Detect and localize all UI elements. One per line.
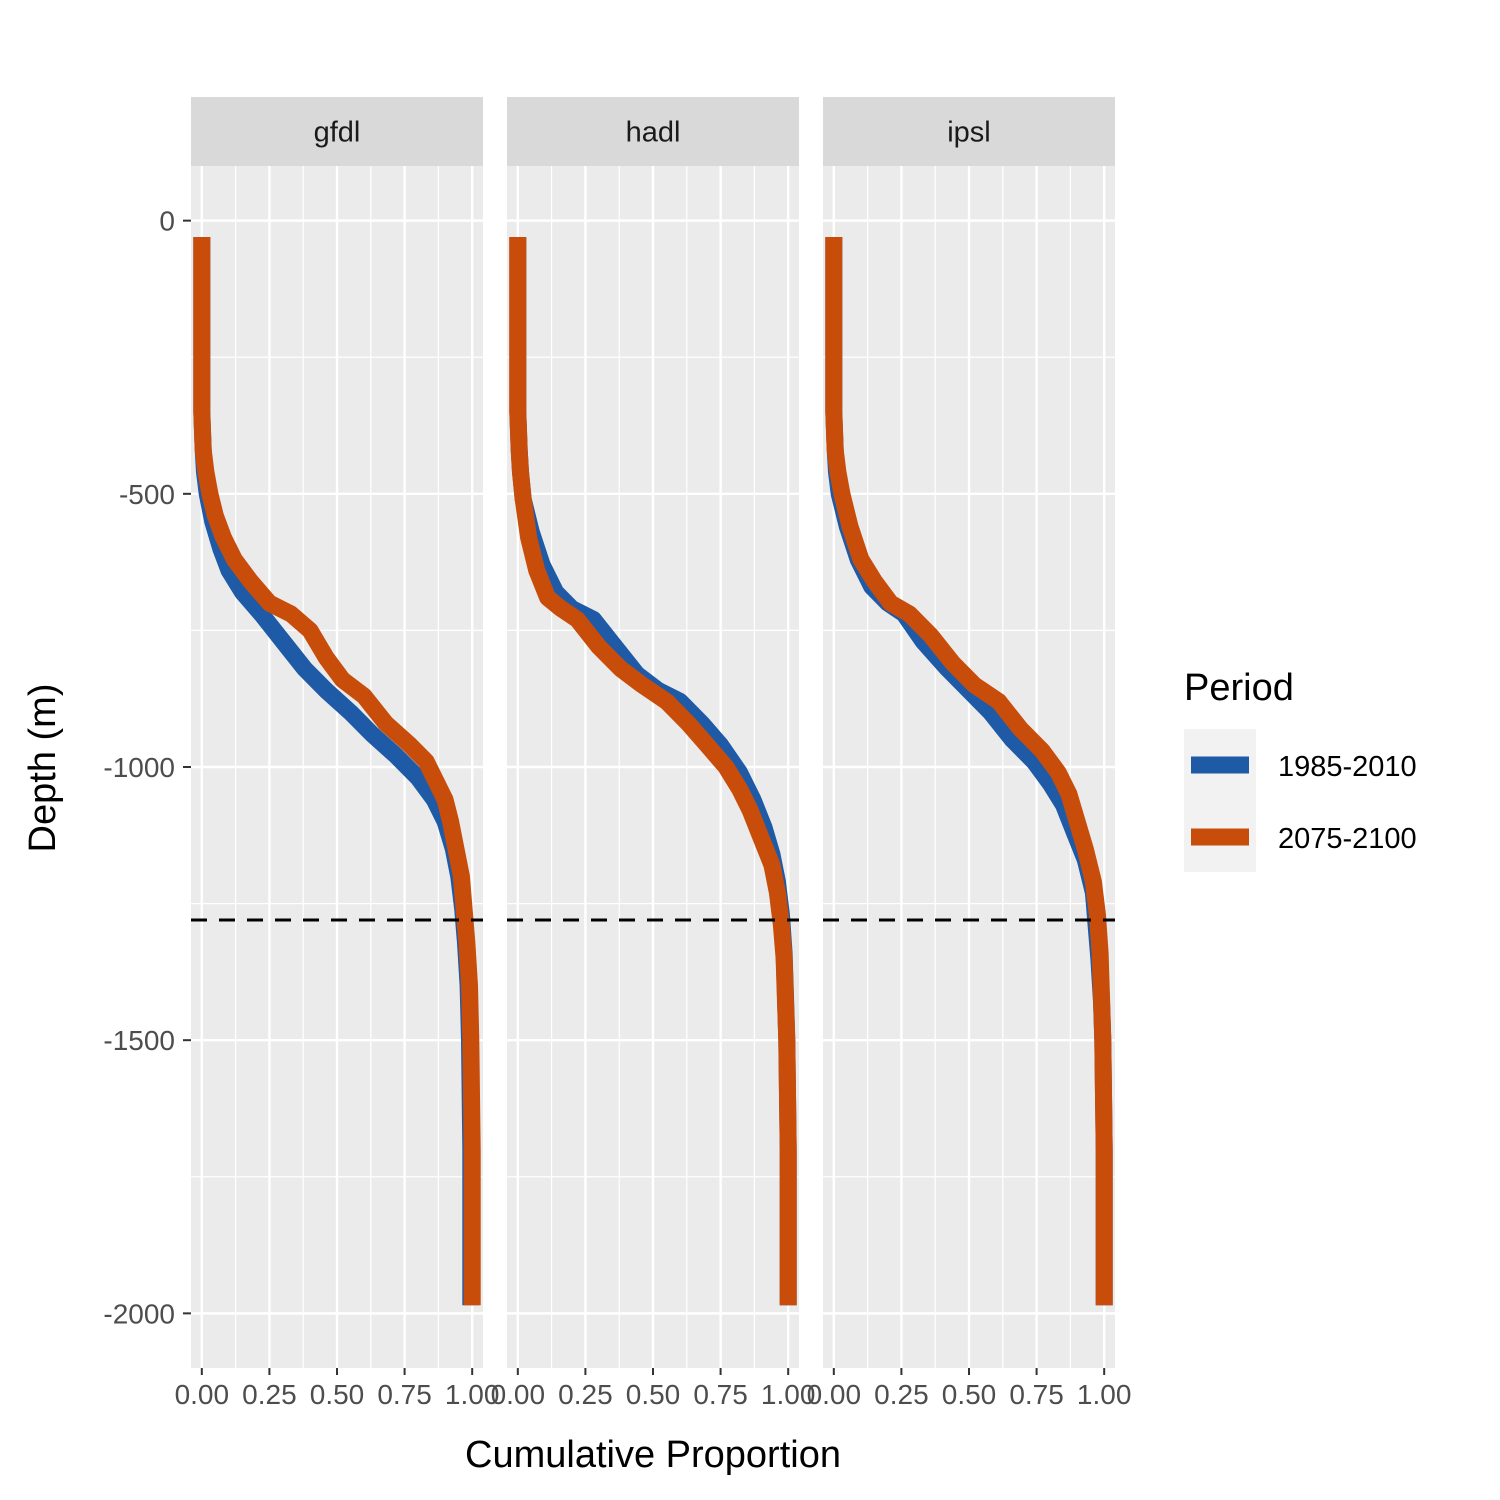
facet-strip xyxy=(191,97,483,166)
series-line-2075-2100 xyxy=(825,237,1113,1306)
x-tick-label: 0.50 xyxy=(310,1379,365,1410)
facets: gfdl 0.00 0.25 0.50 0.75 1.00 hadl 0.00 0.25 0.50… xyxy=(175,97,1132,1410)
facet-strip-label: hadl xyxy=(626,117,681,149)
facet-strip xyxy=(507,97,799,166)
facet-strip-label: ipsl xyxy=(947,117,991,149)
facet-strip-label: gfdl xyxy=(314,117,361,149)
y-tick-label: -2000 xyxy=(103,1298,175,1329)
legend-label: 1985-2010 xyxy=(1278,751,1417,783)
y-tick-label: 0 xyxy=(159,206,175,237)
facet-panel-gfdl: gfdl 0.00 0.25 0.50 0.75 1.00 xyxy=(175,97,500,1410)
y-tick-label: -1500 xyxy=(103,1025,175,1056)
legend-entries: 1985-2010 2075-2100 xyxy=(1191,751,1417,855)
x-tick-label: 0.75 xyxy=(693,1379,748,1410)
x-tick-label: 0.50 xyxy=(626,1379,681,1410)
x-tick-label: 0.75 xyxy=(377,1379,432,1410)
series-line-2075-2100 xyxy=(193,237,481,1306)
facet-panel-ipsl: ipsl 0.00 0.25 0.50 0.75 1.00 xyxy=(807,97,1132,1410)
legend-title: Period xyxy=(1184,667,1294,709)
legend: Period 1985-2010 2075-2100 xyxy=(1184,667,1417,872)
legend-key-background xyxy=(1184,729,1256,872)
facet-panel-hadl: hadl 0.00 0.25 0.50 0.75 1.00 xyxy=(491,97,816,1410)
x-tick-label: 0.25 xyxy=(242,1379,297,1410)
x-tick-label: 0.00 xyxy=(175,1379,230,1410)
y-tick-label: -1000 xyxy=(103,752,175,783)
facet-strip xyxy=(823,97,1115,166)
x-tick-label: 1.00 xyxy=(1077,1379,1132,1410)
y-tick-label: -500 xyxy=(119,479,175,510)
legend-label: 2075-2100 xyxy=(1278,823,1417,855)
x-tick-label: 0.25 xyxy=(874,1379,929,1410)
x-tick-label: 1.00 xyxy=(761,1379,816,1410)
x-tick-label: 0.75 xyxy=(1009,1379,1064,1410)
y-axis: 0 -500 -1000 -1500 -2000 xyxy=(103,206,191,1329)
series-line-2075-2100 xyxy=(509,237,797,1306)
x-tick-label: 0.50 xyxy=(942,1379,997,1410)
y-axis-title: Depth (m) xyxy=(22,684,64,853)
x-axis-title: Cumulative Proportion xyxy=(465,1434,841,1476)
x-tick-label: 0.00 xyxy=(491,1379,546,1410)
x-tick-label: 0.25 xyxy=(558,1379,613,1410)
x-tick-label: 0.00 xyxy=(807,1379,862,1410)
x-tick-label: 1.00 xyxy=(445,1379,500,1410)
